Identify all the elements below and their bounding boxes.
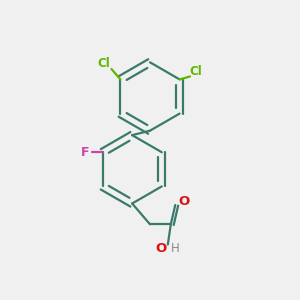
Text: F: F	[80, 146, 89, 159]
Text: O: O	[156, 242, 167, 255]
Text: H: H	[171, 242, 180, 255]
Text: Cl: Cl	[98, 57, 110, 70]
Text: O: O	[178, 195, 190, 208]
Text: Cl: Cl	[190, 65, 202, 79]
